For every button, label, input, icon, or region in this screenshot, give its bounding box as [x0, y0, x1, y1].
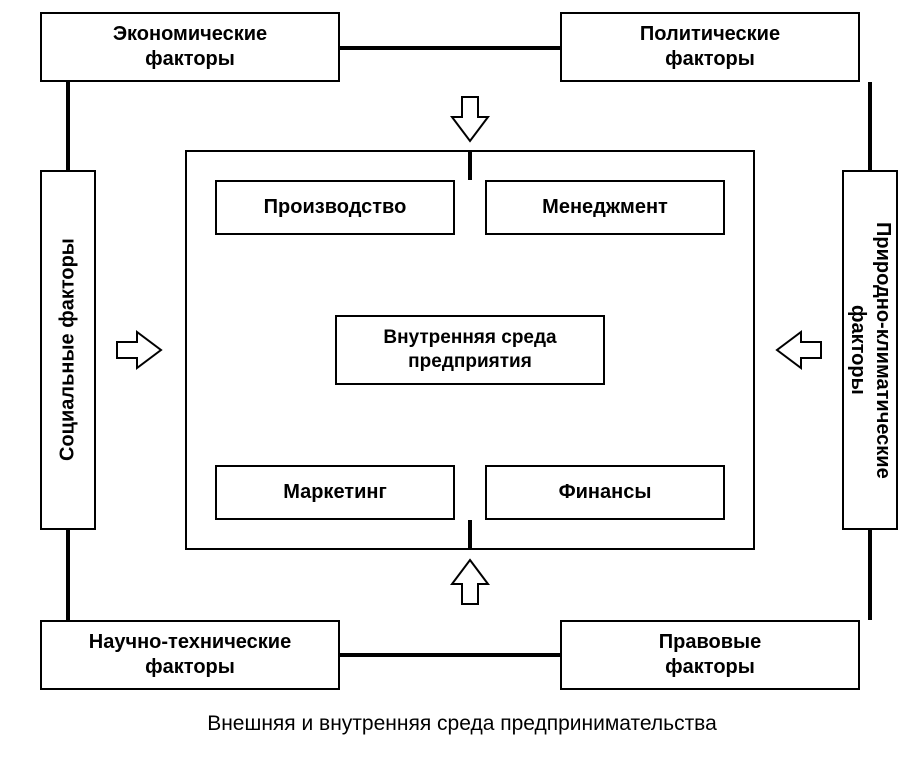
label: Маркетинг: [283, 480, 387, 505]
outer-box-political: Политические факторы: [560, 12, 860, 82]
connector-right-bottom: [868, 530, 872, 620]
label: факторы: [847, 305, 869, 395]
label: Производство: [264, 195, 407, 220]
outer-box-legal: Правовые факторы: [560, 620, 860, 690]
label: Внутренняя среда: [383, 327, 556, 348]
connector-inner-bottom: [468, 520, 472, 550]
label: факторы: [145, 48, 235, 70]
caption-text: Внешняя и внутренняя среда предпринимате…: [207, 712, 717, 735]
label: Научно-технические: [89, 631, 291, 653]
outer-box-climate: Природно-климатические факторы: [842, 170, 898, 530]
arrow-down-icon: [450, 95, 490, 143]
label: Природно-климатические: [872, 222, 894, 479]
label: Правовые: [659, 631, 761, 653]
connector-top: [340, 46, 560, 50]
diagram-caption: Внешняя и внутренняя среда предпринимате…: [0, 712, 924, 736]
label: Финансы: [559, 480, 652, 505]
label: предприятия: [408, 351, 532, 372]
connector-left-top: [66, 82, 70, 170]
inner-box-production: Производство: [215, 180, 455, 235]
connector-bottom: [340, 653, 560, 657]
inner-box-finance: Финансы: [485, 465, 725, 520]
label: факторы: [145, 656, 235, 678]
outer-box-social: Социальные факторы: [40, 170, 96, 530]
diagram-stage: Экономические факторы Политические факто…: [0, 0, 924, 768]
label: Политические: [640, 23, 780, 45]
arrow-up-icon: [450, 558, 490, 606]
arrow-left-icon: [775, 330, 823, 370]
label: Социальные факторы: [56, 239, 81, 462]
outer-box-scitech: Научно-технические факторы: [40, 620, 340, 690]
label: Менеджмент: [542, 195, 668, 220]
outer-box-economic: Экономические факторы: [40, 12, 340, 82]
label: Экономические: [113, 23, 267, 45]
connector-right-top: [868, 82, 872, 170]
inner-box-center: Внутренняя среда предприятия: [335, 315, 605, 385]
label: факторы: [665, 656, 755, 678]
label: факторы: [665, 48, 755, 70]
inner-box-marketing: Маркетинг: [215, 465, 455, 520]
arrow-right-icon: [115, 330, 163, 370]
connector-inner-top: [468, 150, 472, 180]
inner-box-management: Менеджмент: [485, 180, 725, 235]
connector-left-bottom: [66, 530, 70, 620]
